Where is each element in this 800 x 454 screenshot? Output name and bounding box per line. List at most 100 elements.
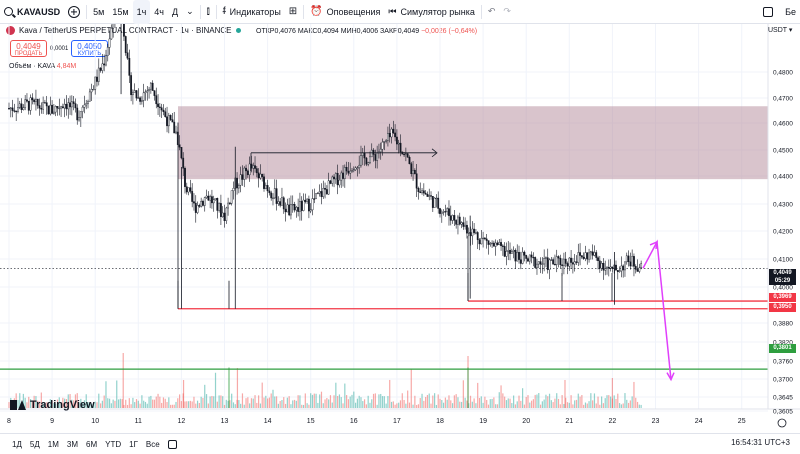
volume-bar — [191, 401, 193, 408]
candle-body — [65, 103, 68, 110]
templates-button[interactable]: ⊞ — [285, 0, 301, 24]
alerts-button[interactable]: ⏰ Оповещения — [306, 0, 384, 24]
volume-bar — [344, 383, 346, 408]
candle-body — [413, 170, 416, 174]
price-tick-label: 0,4600 — [773, 121, 793, 128]
range-1d[interactable]: 1Д — [12, 439, 22, 449]
interval-4h[interactable]: 4ч — [154, 6, 164, 17]
tradingview-logo[interactable]: TradingView — [10, 399, 95, 411]
candle-body — [228, 202, 231, 205]
range-6m[interactable]: 6М — [86, 439, 98, 449]
candle-body — [525, 255, 528, 259]
volume-bar — [326, 398, 328, 408]
candle-body — [108, 38, 111, 48]
add-symbol-button[interactable] — [64, 0, 84, 24]
candle-body — [175, 131, 177, 134]
candle-body — [261, 173, 264, 177]
interval-dropdown[interactable]: ⌄ — [182, 0, 198, 24]
volume-bar — [123, 404, 125, 408]
calendar-icon[interactable] — [167, 439, 177, 449]
candle-body — [399, 142, 402, 153]
candle-body — [516, 251, 519, 262]
candle-body — [403, 153, 405, 156]
price-chart[interactable]: 0,4800 0,4700 0,4600 0,4500 0,4400 0,4300 0,42… — [0, 24, 800, 433]
candle-body — [536, 263, 538, 268]
candle-body — [370, 149, 373, 158]
candle-body — [431, 196, 434, 208]
volume-bar — [329, 395, 332, 408]
candle-body — [634, 266, 637, 270]
candle-body — [90, 89, 93, 93]
interval-15m[interactable]: 15м — [112, 6, 129, 17]
candle-body — [480, 237, 483, 245]
volume-bar — [622, 403, 624, 408]
candle-body — [606, 267, 608, 269]
volume-bar — [378, 394, 380, 408]
symbol-search[interactable]: KAVAUSD — [0, 0, 64, 24]
candle-body — [220, 203, 222, 217]
volume-bar — [71, 399, 73, 408]
candle-body — [417, 188, 420, 192]
candle-body — [388, 133, 391, 138]
range-all[interactable]: Все — [145, 439, 160, 449]
candle-body — [155, 95, 158, 105]
candle-body — [597, 257, 599, 262]
candle-body — [158, 106, 161, 108]
sell-button[interactable]: 0,4049 ПРОДАТЬ — [10, 40, 47, 57]
volume-bar — [162, 397, 165, 408]
range-ytd[interactable]: YTD — [105, 439, 122, 449]
range-3m[interactable]: 3М — [66, 439, 78, 449]
candle-body — [633, 256, 635, 267]
price-axis[interactable]: 0,4800 0,4700 0,4600 0,4500 0,4400 0,4300 0,42… — [773, 70, 793, 416]
volume-bar — [556, 393, 558, 408]
undo-button[interactable]: ↶ — [484, 0, 500, 24]
volume-bar — [315, 393, 317, 408]
candle-body — [81, 106, 84, 112]
interval-1h[interactable]: 1ч — [132, 0, 151, 24]
candle-body — [299, 201, 301, 212]
candle-body — [245, 167, 247, 172]
candle-body — [8, 108, 10, 110]
divider — [480, 4, 482, 19]
interval-1d[interactable]: Д — [171, 6, 179, 17]
candle-body — [422, 190, 425, 194]
volume-bar — [295, 400, 297, 408]
spread-value: 0,0001 — [50, 46, 69, 52]
candle-body — [455, 220, 458, 225]
volume-bar — [469, 395, 472, 408]
sell-price: 0,4049 — [16, 42, 41, 51]
candle-body — [311, 198, 314, 211]
candle-body — [527, 258, 529, 262]
indicators-button[interactable]: ᵮ Индикаторы — [219, 0, 285, 24]
annotations[interactable] — [250, 148, 675, 382]
candle-body — [169, 115, 172, 120]
volume-legend[interactable]: Объём · KAVA 4,84M — [9, 63, 76, 70]
time-axis[interactable]: 8 9 10 11 12 13 14 15 16 17 18 19 20 21 22 23 24 25 — [7, 418, 787, 428]
candle-body — [464, 224, 467, 227]
candle-body — [343, 167, 346, 179]
save-layout-clipped[interactable]: Бе — [785, 6, 796, 17]
volume-bar — [539, 404, 542, 408]
undo-icon: ↶ — [487, 6, 496, 16]
support-levels[interactable] — [0, 122, 768, 408]
volume-bar — [356, 398, 358, 408]
symbol-description[interactable]: Kava / TetherUS PERPETUAL CONTRACT · 1ч … — [19, 26, 232, 35]
volume-bar — [73, 400, 75, 408]
resistance-zone[interactable] — [178, 106, 768, 180]
range-1m[interactable]: 1М — [47, 439, 59, 449]
redo-button[interactable]: ↷ — [499, 0, 515, 24]
indicators-label: Индикаторы — [229, 6, 281, 17]
range-5d[interactable]: 5Д — [29, 439, 40, 449]
chart-type-button[interactable]: ⫾ — [203, 0, 214, 24]
candle-body — [194, 202, 197, 213]
layout-button[interactable] — [759, 0, 781, 24]
interval-5m[interactable]: 5м — [93, 6, 105, 17]
currency-select[interactable]: USDT ▾ — [768, 27, 793, 34]
utc-clock[interactable]: 16:54:31 UTC+3 — [731, 438, 790, 447]
range-1y[interactable]: 1Г — [129, 439, 138, 449]
replay-button[interactable]: ⏮ Симулятор рынка — [384, 0, 478, 24]
volume-bar — [292, 400, 294, 408]
volume-bar — [434, 393, 436, 408]
volume-bar — [38, 401, 41, 408]
volume-bar — [259, 403, 262, 408]
